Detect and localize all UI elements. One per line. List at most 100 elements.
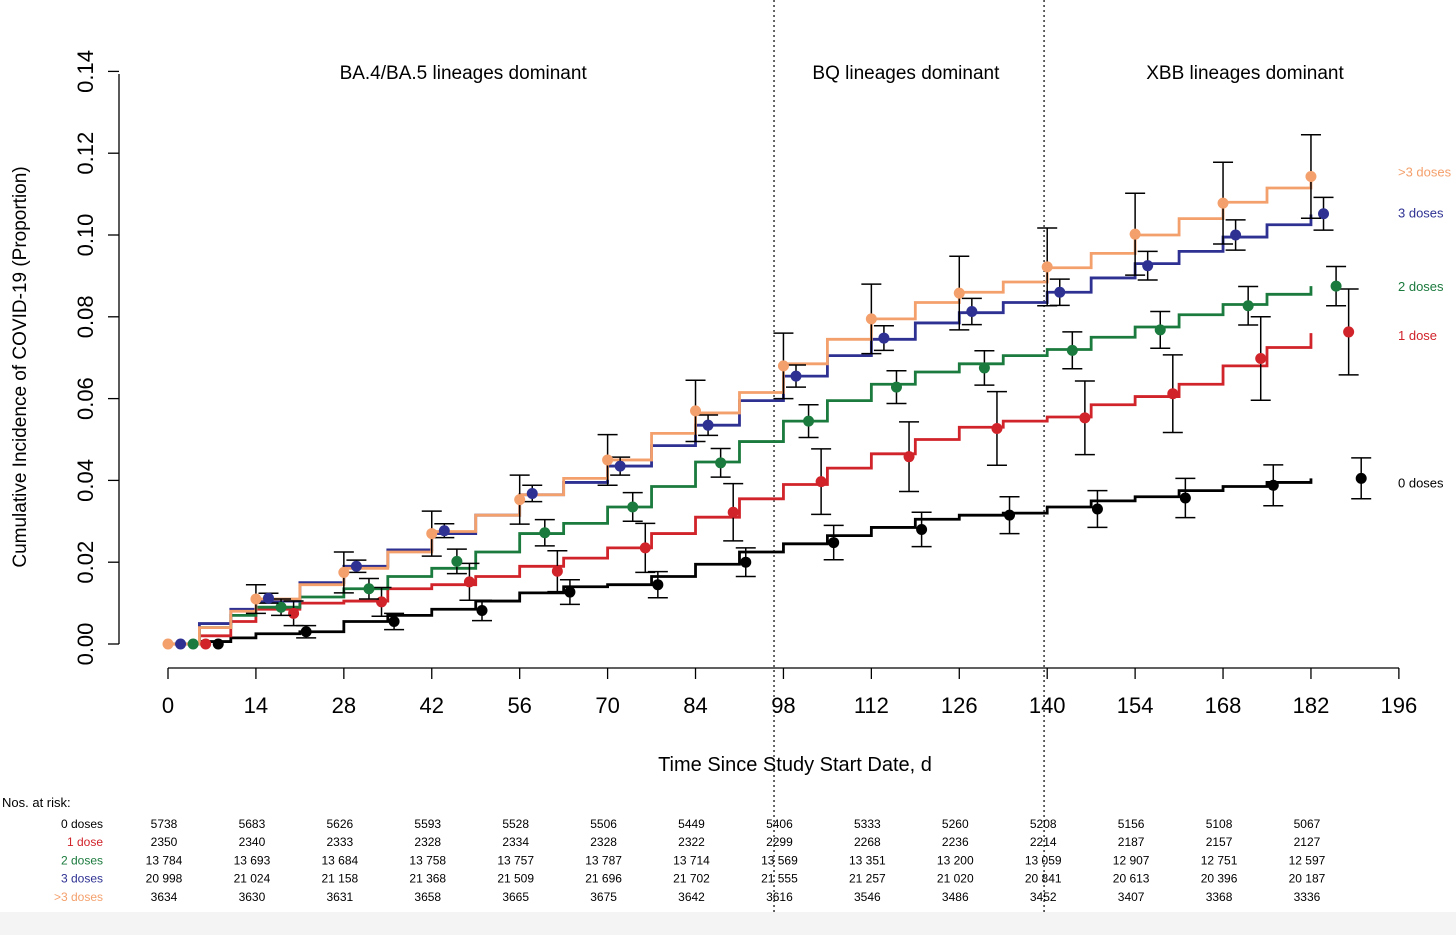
data-point: [200, 638, 212, 650]
data-point: [1004, 509, 1016, 521]
y-tick-label: 0.14: [73, 50, 98, 93]
data-point: [815, 476, 827, 488]
risk-cell: 3546: [854, 890, 881, 904]
data-point: [376, 596, 388, 608]
legend-label: 2 doses: [1398, 279, 1444, 294]
legend-label: 1 dose: [1398, 328, 1437, 343]
legend-label: >3 doses: [1398, 165, 1452, 180]
data-point: [966, 305, 978, 317]
risk-cell: 21 555: [761, 872, 798, 886]
x-tick-label: 168: [1205, 693, 1242, 718]
data-point: [602, 454, 614, 466]
data-point: [363, 583, 375, 595]
data-point: [212, 638, 224, 650]
data-point: [1179, 492, 1191, 504]
data-point: [978, 362, 990, 374]
data-point: [1167, 388, 1179, 400]
series-curve: [168, 214, 1313, 646]
risk-cell: 13 684: [321, 853, 358, 867]
data-point: [388, 616, 400, 628]
data-point: [639, 542, 651, 554]
risk-cell: 21 158: [321, 872, 358, 886]
risk-cell: 3658: [414, 890, 441, 904]
x-tick-label: 42: [420, 693, 444, 718]
x-tick-label: 126: [941, 693, 978, 718]
risk-cell: 13 059: [1025, 853, 1062, 867]
risk-cell: 13 200: [937, 853, 974, 867]
data-point: [953, 287, 965, 299]
y-axis-label: Cumulative Incidence of COVID-19 (Propor…: [10, 166, 31, 567]
risk-cell: 3452: [1030, 890, 1057, 904]
risk-cell: 21 257: [849, 872, 886, 886]
y-tick-label: 0.06: [73, 377, 98, 420]
risk-table: Nos. at risk: 0 doses 5738 5683 5626 5593 552…: [2, 795, 1326, 904]
x-tick-label: 56: [507, 693, 531, 718]
data-point: [350, 560, 362, 572]
risk-cell: 2350: [151, 835, 178, 849]
risk-cell: 5449: [678, 817, 705, 831]
data-point: [878, 332, 890, 344]
y-tick-label: 0.04: [73, 459, 98, 502]
risk-cell: 13 693: [234, 853, 271, 867]
data-point: [564, 586, 576, 598]
risk-cell: 20 187: [1289, 872, 1326, 886]
risk-cell: 3634: [151, 890, 178, 904]
data-point: [338, 566, 350, 578]
data-point: [1041, 261, 1053, 273]
risk-cell: 2187: [1118, 835, 1145, 849]
risk-row-label: 3 doses: [61, 872, 103, 886]
risk-cell: 20 998: [146, 872, 183, 886]
risk-cell: 12 597: [1289, 853, 1326, 867]
risk-row-label: 0 doses: [61, 817, 103, 831]
y-tick-label: 0.08: [73, 295, 98, 338]
data-point: [275, 601, 287, 613]
data-point: [1318, 208, 1330, 220]
data-point: [652, 579, 664, 591]
risk-cell: 13 351: [849, 853, 886, 867]
data-point: [1343, 326, 1355, 338]
risk-cell: 3631: [326, 890, 353, 904]
risk-cell: 5208: [1030, 817, 1057, 831]
y-tick-label: 0.00: [73, 623, 98, 666]
period-label: BQ lineages dominant: [812, 63, 1000, 84]
data-point: [1242, 300, 1254, 312]
data-point: [702, 419, 714, 431]
data-point: [727, 506, 739, 518]
axes: Cumulative Incidence of COVID-19 (Propor…: [10, 74, 1399, 776]
data-point: [300, 626, 312, 638]
risk-cell: 20 613: [1113, 872, 1150, 886]
x-tick-label: 196: [1381, 693, 1418, 718]
data-point: [916, 523, 928, 535]
risk-cell: 3675: [590, 890, 617, 904]
risk-cell: 5593: [414, 817, 441, 831]
x-tick-label: 28: [332, 693, 356, 718]
x-tick-label: 14: [244, 693, 268, 718]
risk-cell: 2334: [502, 835, 529, 849]
data-point: [614, 460, 626, 472]
risk-cell: 3368: [1206, 890, 1233, 904]
data-point: [187, 638, 199, 650]
data-point: [476, 604, 488, 616]
risk-cell: 20 396: [1201, 872, 1238, 886]
data-point: [1154, 324, 1166, 336]
risk-cell: 2340: [239, 835, 266, 849]
risk-cell: 13 714: [673, 853, 710, 867]
data-point: [903, 451, 915, 463]
data-point: [715, 457, 727, 469]
data-point: [627, 501, 639, 513]
data-point: [175, 638, 187, 650]
data-point: [451, 555, 463, 567]
risk-cell: 21 702: [673, 872, 710, 886]
period-labels: BA.4/BA.5 lineages dominant BQ lineages d…: [340, 63, 1345, 84]
risk-cell: 3665: [502, 890, 529, 904]
y-tick-label: 0.12: [73, 132, 98, 175]
data-point: [539, 527, 551, 539]
risk-cell: 5260: [942, 817, 969, 831]
data-point: [288, 607, 300, 619]
data-point: [865, 313, 877, 325]
risk-cell: 5738: [151, 817, 178, 831]
risk-cell: 2322: [678, 835, 705, 849]
risk-cell: 5626: [326, 817, 353, 831]
risk-cell: 3407: [1118, 890, 1145, 904]
x-tick-label: 98: [771, 693, 795, 718]
